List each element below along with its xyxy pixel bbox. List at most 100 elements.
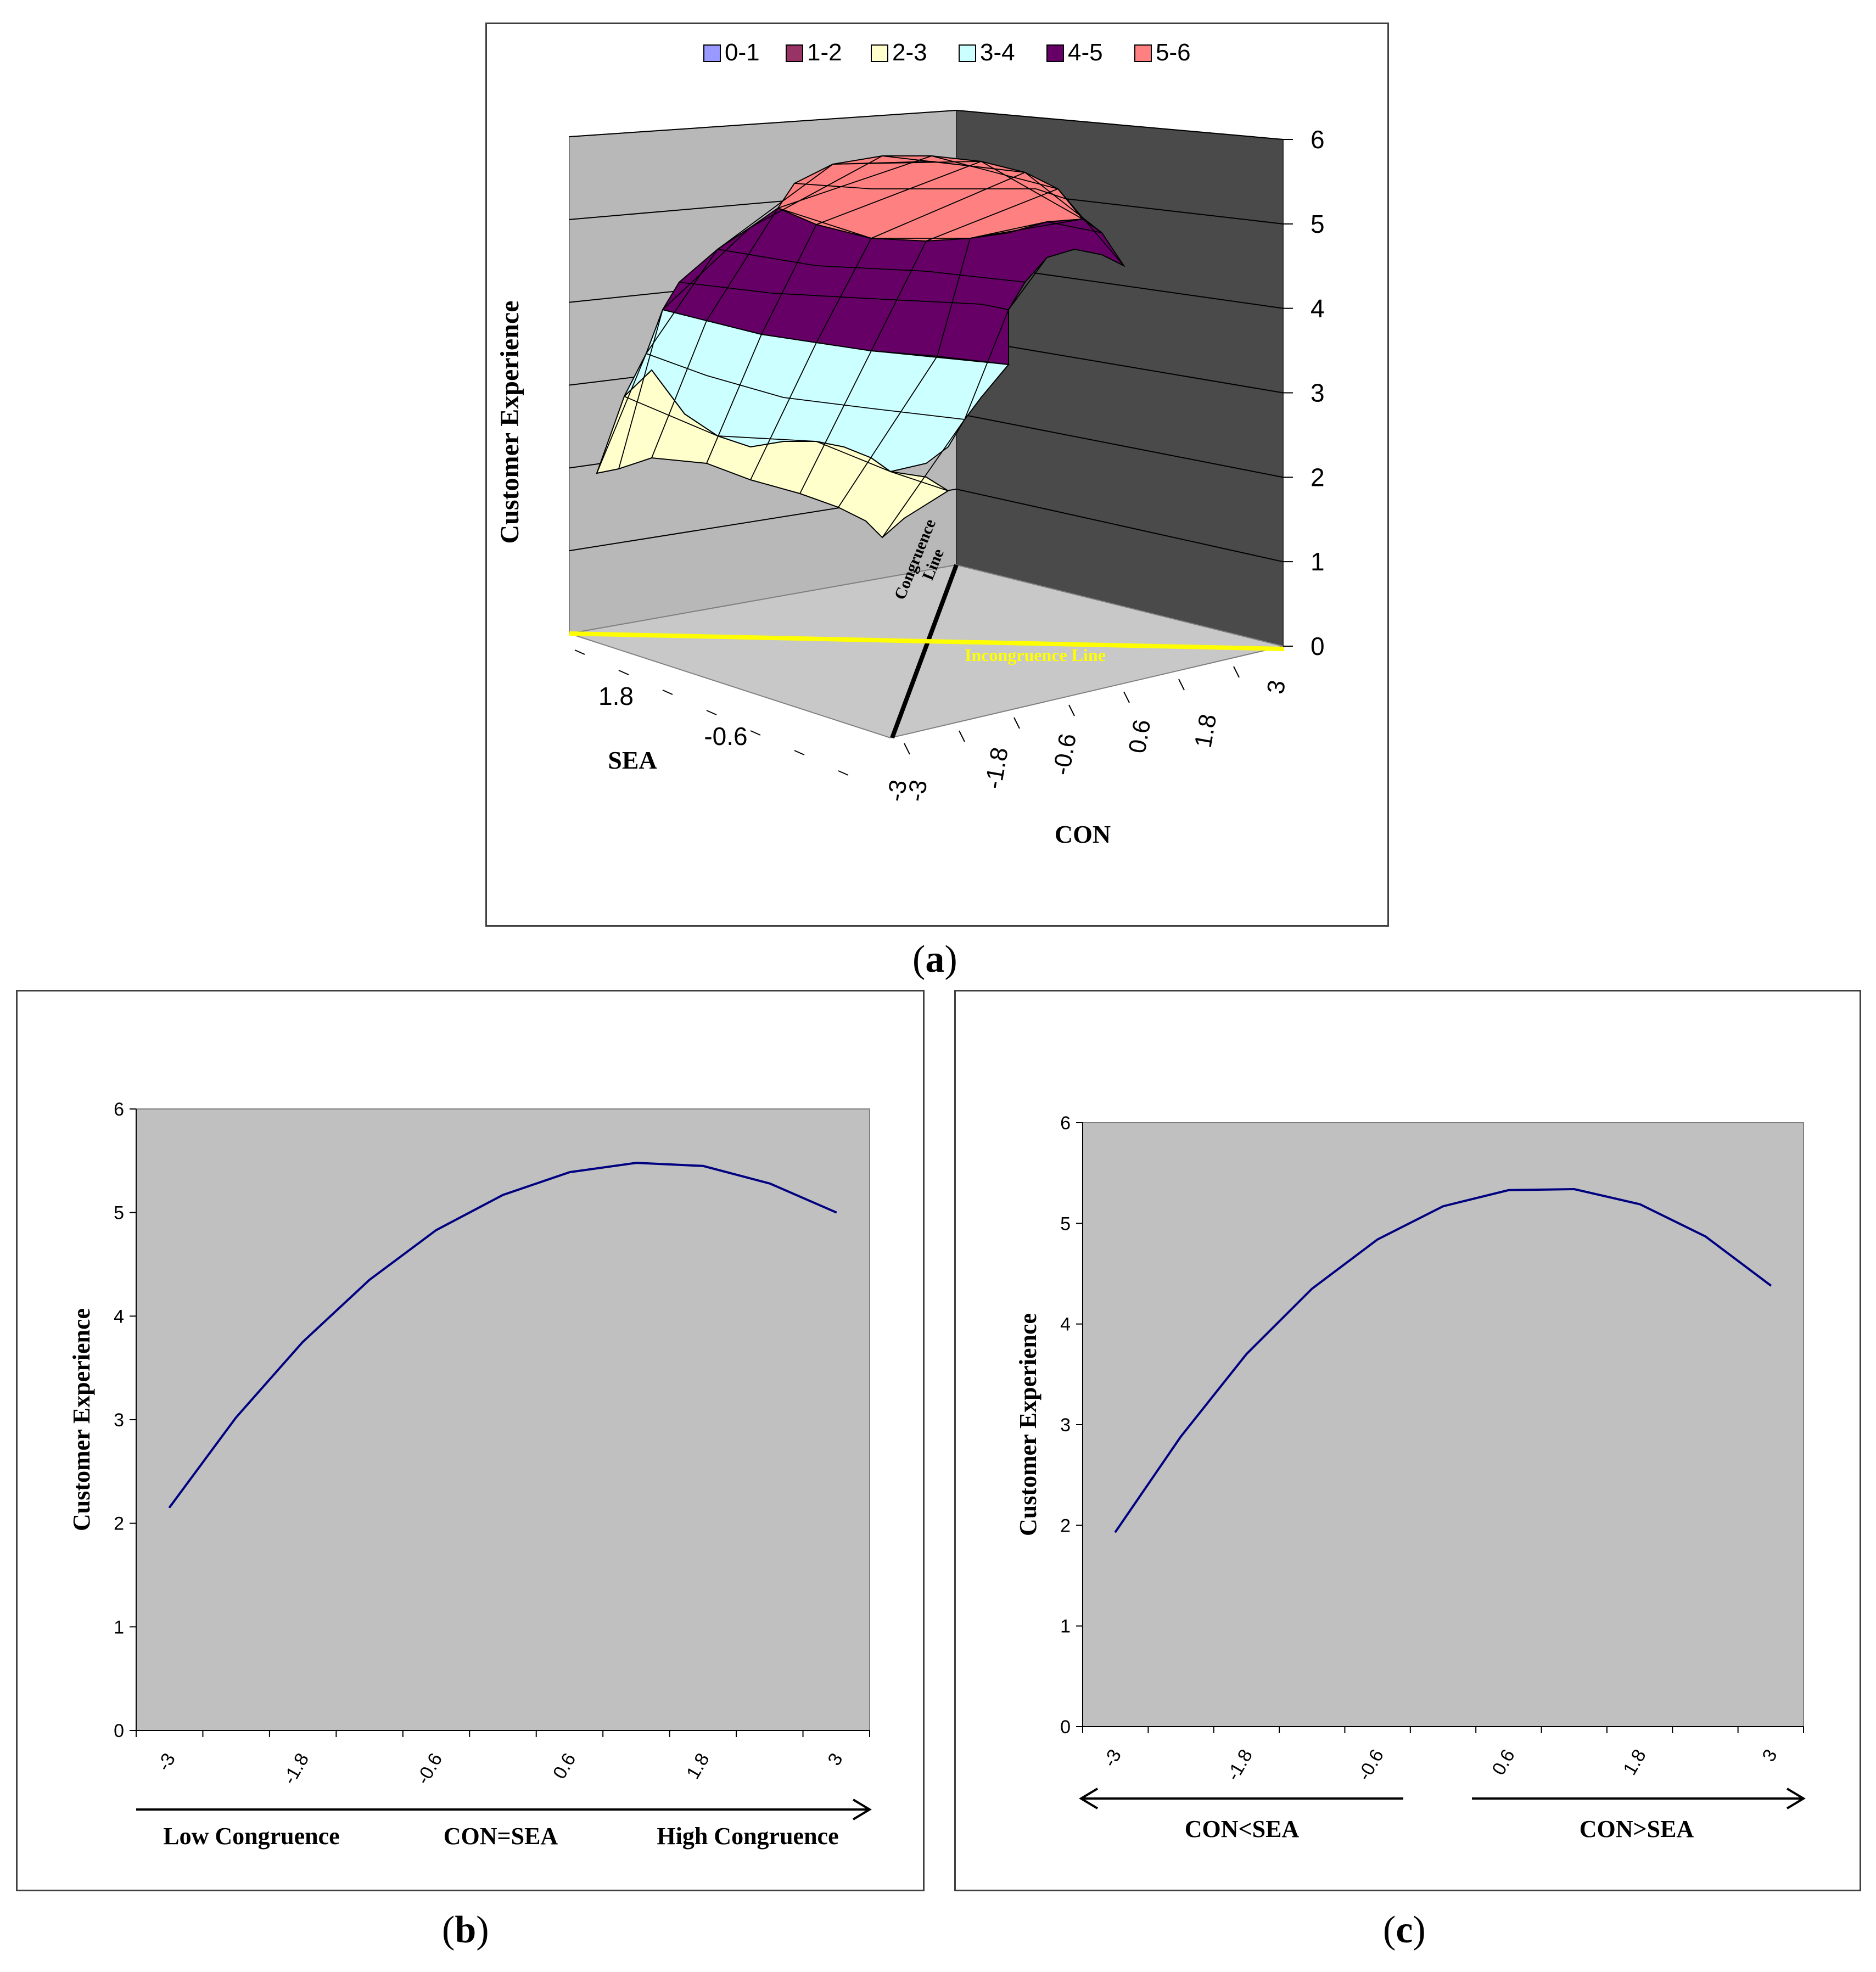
y-tick-label: 2 <box>1060 1515 1071 1536</box>
congruence-line <box>890 564 959 739</box>
legend-swatch <box>959 44 976 62</box>
panel-b: 0 1 2 3 4 5 6 -3 -1.8 -0.6 0.6 1.8 3 Customer Experie… <box>16 990 925 1891</box>
y-tick-label: 3 <box>114 1410 124 1431</box>
x-tick-label: -0.6 <box>412 1750 446 1788</box>
x-tick-label: 3 <box>824 1750 847 1769</box>
x-tick-label: -3 <box>153 1750 180 1774</box>
z-tick-label: 1 <box>1311 547 1325 576</box>
arrow-head <box>1079 1788 1099 1809</box>
z-tick-label: 3 <box>1311 379 1325 407</box>
mesh-line <box>624 396 949 491</box>
mesh-line <box>882 257 1048 538</box>
con-tick-label: 0.6 <box>1124 718 1156 755</box>
gridline <box>956 337 1284 394</box>
legend-label: 5-6 <box>1156 39 1191 66</box>
plot-area <box>1082 1122 1804 1727</box>
gridline <box>956 489 1284 563</box>
surface-chart: 0-1 1-2 2-3 3-4 4-5 5-6 Congruence Line Incon… <box>495 39 1325 848</box>
x-tick-label: 0.6 <box>1488 1746 1519 1779</box>
x-tick-label: 1.8 <box>1619 1746 1650 1779</box>
sea-tick-label: -0.6 <box>704 722 747 750</box>
caption-c: (c) <box>1383 1909 1426 1951</box>
con-tick-label: 3 <box>1262 678 1291 696</box>
sea-axis-ticks <box>574 649 849 776</box>
x-tick-label: -1.8 <box>279 1750 313 1788</box>
arrow-label: High Congruence <box>657 1823 838 1850</box>
legend-label: 1-2 <box>807 39 842 66</box>
x-tick-label: -1.8 <box>1223 1746 1257 1784</box>
plot-area <box>136 1108 870 1731</box>
con-tick-label: -3 <box>882 778 912 804</box>
y-tick-label: 1 <box>114 1617 124 1638</box>
y-tick-label: 4 <box>114 1306 124 1327</box>
x-tick-label: -0.6 <box>1354 1746 1388 1784</box>
gridline <box>569 110 957 137</box>
panel-c: 0 1 2 3 4 5 6 -3 -1.8 -0.6 0.6 1.8 3 Customer Experie… <box>954 990 1861 1891</box>
con-tick-label: 1.8 <box>1190 712 1222 750</box>
con-axis-title: CON <box>1055 820 1111 848</box>
arrow-head <box>1786 1788 1806 1809</box>
y-tick-label: 5 <box>114 1203 124 1224</box>
line-chart-c: 0 1 2 3 4 5 6 -3 -1.8 -0.6 0.6 1.8 3 Customer Experie… <box>1015 1113 1806 1842</box>
gridline <box>956 110 1284 140</box>
legend-swatch <box>871 44 888 62</box>
y-tick-label: 5 <box>1060 1213 1071 1234</box>
con-axis-ticks <box>904 666 1240 755</box>
incongruence-line <box>569 631 1285 651</box>
legend-swatch <box>1046 44 1064 62</box>
mesh-line <box>794 183 1069 200</box>
x-tick-label: 3 <box>1758 1746 1781 1765</box>
caption-b: (b) <box>442 1909 489 1951</box>
mesh-line <box>646 353 965 420</box>
legend-swatch <box>703 44 721 62</box>
y-axis-title: Customer Experience <box>1015 1313 1041 1536</box>
con-tick-label: -3 <box>903 778 933 804</box>
arrow-label: CON=SEA <box>444 1823 558 1850</box>
x-tick-label: -3 <box>1099 1746 1125 1771</box>
y-axis-title: Customer Experience <box>68 1308 95 1531</box>
z-axis-title: Customer Experience <box>495 300 524 544</box>
arrow-head <box>852 1799 872 1820</box>
z-tick-label: 5 <box>1311 210 1325 238</box>
incongruence-label: Incongruence Line <box>965 645 1106 665</box>
z-tick-label: 6 <box>1311 125 1325 154</box>
z-tick-label: 0 <box>1311 632 1325 660</box>
mesh-line <box>799 188 1124 494</box>
legend: 0-1 1-2 2-3 3-4 4-5 5-6 <box>703 39 1191 66</box>
surface-mesh <box>596 155 1124 538</box>
y-tick-label: 6 <box>114 1099 124 1120</box>
con-tick-label: -1.8 <box>980 746 1013 791</box>
y-tick-label: 1 <box>1060 1616 1071 1637</box>
sea-tick-label: 1.8 <box>598 682 634 710</box>
legend-swatch <box>1134 44 1152 62</box>
mesh-line <box>706 161 1083 464</box>
y-tick-label: 2 <box>114 1514 124 1534</box>
y-tick-label: 3 <box>1060 1415 1071 1436</box>
y-tick-label: 4 <box>1060 1314 1071 1335</box>
caption-a: (a) <box>912 938 957 981</box>
line-chart-b: 0 1 2 3 4 5 6 -3 -1.8 -0.6 0.6 1.8 3 Customer Experie… <box>68 1099 872 1850</box>
legend-label: 3-4 <box>980 39 1015 66</box>
arrow-label: CON>SEA <box>1580 1816 1694 1842</box>
y-tick-label: 0 <box>114 1721 124 1741</box>
z-tick-label: 4 <box>1311 294 1325 323</box>
mesh-line <box>832 161 1026 173</box>
arrow-label: CON<SEA <box>1185 1816 1300 1842</box>
x-tick-label: 0.6 <box>549 1750 580 1783</box>
panel-a: 0-1 1-2 2-3 3-4 4-5 5-6 Congruence Line Incon… <box>485 23 1389 927</box>
mesh-line <box>717 249 1026 283</box>
gridline <box>956 413 1284 478</box>
mesh-line <box>662 309 1009 365</box>
legend-swatch <box>786 44 803 62</box>
mesh-line <box>679 282 1009 310</box>
con-tick-label: -0.6 <box>1048 732 1082 777</box>
arrow-label: Low Congruence <box>163 1823 339 1850</box>
y-tick-label: 0 <box>1060 1717 1071 1738</box>
sea-axis-title: SEA <box>608 746 657 774</box>
legend-label: 2-3 <box>892 39 927 66</box>
y-tick-label: 6 <box>1060 1113 1071 1134</box>
z-axis-ticks: 0 1 2 3 4 5 6 <box>1283 125 1325 660</box>
mesh-line <box>777 208 1102 239</box>
mesh-line <box>838 219 1083 508</box>
legend-label: 0-1 <box>725 39 760 66</box>
